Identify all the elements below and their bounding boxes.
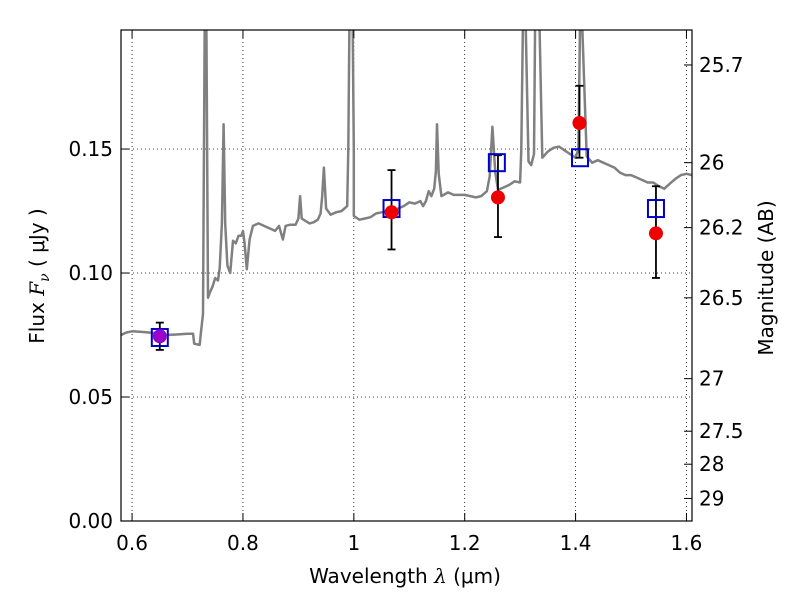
right-tick-label: 26.2 (699, 216, 744, 240)
observed-point (490, 190, 505, 205)
model-point (646, 199, 665, 219)
model-point (571, 148, 590, 168)
y-tick-label: 0.10 (68, 261, 113, 285)
y-tick-label: 0.15 (68, 137, 113, 161)
tick-labels: 0.6 0.8 1 1.2 1.4 1.6 0.00 0.05 0.10 0.15 25.7 26 26… (68, 53, 743, 555)
x-tick-label: 1.4 (560, 531, 592, 555)
spectrum-layer (121, 30, 692, 347)
plot-frame (120, 29, 693, 522)
right-tick-label: 28 (699, 452, 724, 476)
right-tick-label: 27.5 (699, 419, 744, 443)
circle-layer (152, 115, 663, 344)
x-tick-label: 0.6 (116, 531, 148, 555)
x-tick-label: 1 (347, 531, 360, 555)
y-tick-label: 0.00 (68, 509, 113, 533)
right-tick-label: 29 (699, 486, 724, 510)
observed-point (572, 115, 587, 130)
right-tick-label: 25.7 (699, 53, 744, 77)
observed-point (648, 226, 663, 241)
observed-point (152, 329, 167, 344)
x-axis-label: Wavelength λ (μm) (309, 564, 501, 588)
ticks (121, 30, 692, 522)
spectrum-line (121, 30, 692, 347)
model-point (150, 327, 169, 347)
right-tick-label: 26.5 (699, 286, 744, 310)
x-tick-label: 1.2 (449, 531, 481, 555)
observed-point (384, 205, 399, 220)
right-axis-label: Magnitude (AB) (754, 200, 778, 355)
y-tick-label: 0.05 (68, 385, 113, 409)
right-tick-label: 26 (699, 151, 724, 175)
x-tick-label: 0.8 (227, 531, 259, 555)
y-axis-label: Flux Fν ( μJy ) (25, 208, 53, 343)
right-tick-label: 27 (699, 367, 724, 391)
x-tick-label: 1.6 (671, 531, 703, 555)
model-point (487, 153, 506, 173)
square-layer (150, 148, 665, 347)
